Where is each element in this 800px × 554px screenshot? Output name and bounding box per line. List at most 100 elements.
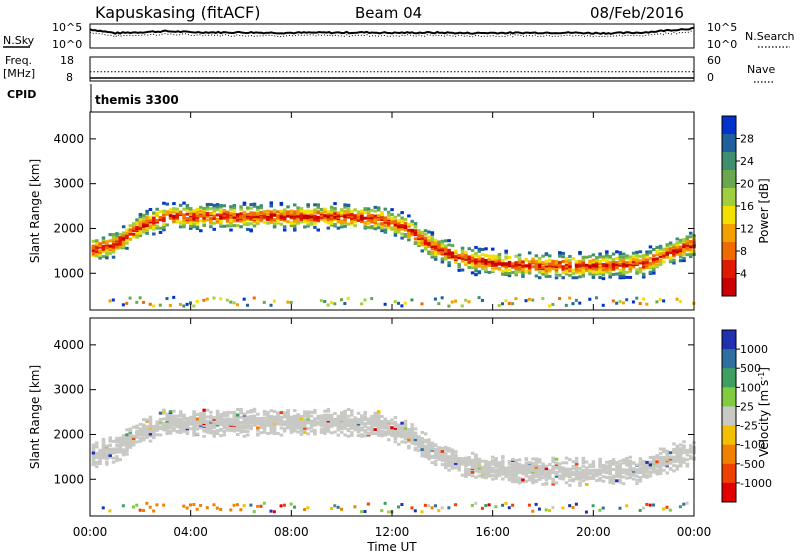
velocity-cell [363, 510, 367, 514]
velocity-cell [588, 475, 592, 479]
power-cell [178, 225, 183, 229]
velocity-cell [142, 436, 146, 440]
power-cell [185, 206, 190, 210]
velocity-cell [239, 424, 243, 428]
velocity-cell [665, 459, 669, 463]
power-cell [165, 297, 169, 301]
velocity-cell [444, 457, 448, 461]
velocity-cell [524, 467, 529, 471]
velocity-cell [249, 414, 253, 418]
power-cell [353, 217, 357, 221]
power-cell [286, 214, 290, 218]
velocity-cell [427, 455, 431, 459]
power-cell [182, 222, 186, 226]
velocity-cell [370, 417, 374, 421]
velocity-cell [192, 430, 196, 434]
power-cell [410, 298, 414, 302]
velocity-cell [420, 443, 425, 447]
power-cell [272, 222, 277, 226]
velocity-cell [279, 433, 284, 437]
velocity-cell [219, 427, 223, 431]
velocity-cell [293, 424, 297, 428]
power-cell [601, 269, 606, 273]
power-cell [497, 262, 502, 266]
velocity-cell [121, 453, 126, 457]
velocity-cell [289, 418, 294, 422]
power-cell [615, 262, 619, 266]
power-cell [450, 300, 454, 304]
velocity-cell [430, 443, 435, 447]
power-cell [329, 220, 334, 224]
velocity-cell [662, 507, 666, 511]
power-cell [450, 243, 455, 247]
velocity-cell [199, 414, 203, 418]
velocity-cell [497, 463, 502, 467]
colorbar-tick-label: 12 [740, 223, 754, 236]
velocity-cell [319, 421, 324, 425]
power-cell [688, 241, 693, 245]
power-cell [652, 267, 656, 271]
power-cell [346, 222, 351, 226]
power-cell [131, 226, 136, 230]
velocity-cell [628, 472, 633, 476]
velocity-cell [400, 421, 404, 425]
power-cell [605, 268, 609, 272]
power-cell [178, 220, 183, 224]
velocity-cell [487, 460, 492, 464]
power-cell [219, 209, 223, 213]
power-cell [306, 214, 310, 218]
power-cell [353, 214, 357, 218]
power-cell [393, 233, 398, 237]
velocity-cell [551, 458, 555, 462]
velocity-cell [108, 447, 112, 451]
power-cell [202, 216, 206, 220]
velocity-cell [386, 419, 391, 423]
power-cell [333, 202, 337, 206]
velocity-cell [383, 425, 388, 429]
velocity-cell [403, 426, 408, 430]
power-cell [212, 208, 216, 212]
velocity-cell [142, 432, 146, 436]
velocity-cell [373, 432, 378, 436]
power-cell [272, 210, 277, 214]
velocity-cell [343, 412, 347, 416]
power-cell [121, 240, 126, 244]
power-cell [568, 273, 572, 277]
velocity-cell [524, 474, 529, 478]
velocity-cell [628, 459, 633, 463]
velocity-cell [262, 416, 267, 420]
velocity-cell [380, 425, 384, 429]
power-cell [501, 262, 505, 266]
velocity-cell [333, 430, 337, 434]
velocity-cell [131, 505, 135, 509]
power-cell [293, 203, 297, 207]
velocity-cell [578, 477, 582, 481]
velocity-cell [286, 418, 290, 422]
velocity-cell [209, 414, 213, 418]
power-cell [239, 219, 243, 223]
power-cell [356, 212, 361, 216]
velocity-cell [242, 417, 247, 421]
power-cell [635, 268, 639, 272]
velocity-cell [641, 459, 646, 463]
velocity-cell [450, 450, 455, 454]
velocity-cell [242, 426, 247, 430]
power-cell [474, 258, 478, 262]
power-cell [601, 273, 606, 277]
power-cell [574, 267, 579, 271]
velocity-cell [648, 474, 653, 478]
velocity-cell [571, 460, 576, 464]
colorbar-tick-label: 20 [740, 178, 754, 191]
power-cell [336, 213, 341, 217]
velocity-cell [323, 418, 327, 422]
velocity-cell [574, 460, 579, 464]
velocity-cell [125, 441, 129, 445]
velocity-cell [554, 457, 559, 461]
power-cell [95, 250, 99, 254]
velocity-cell [118, 436, 123, 440]
velocity-cell [440, 506, 444, 510]
velocity-cell [544, 464, 549, 468]
power-cell [605, 270, 609, 274]
